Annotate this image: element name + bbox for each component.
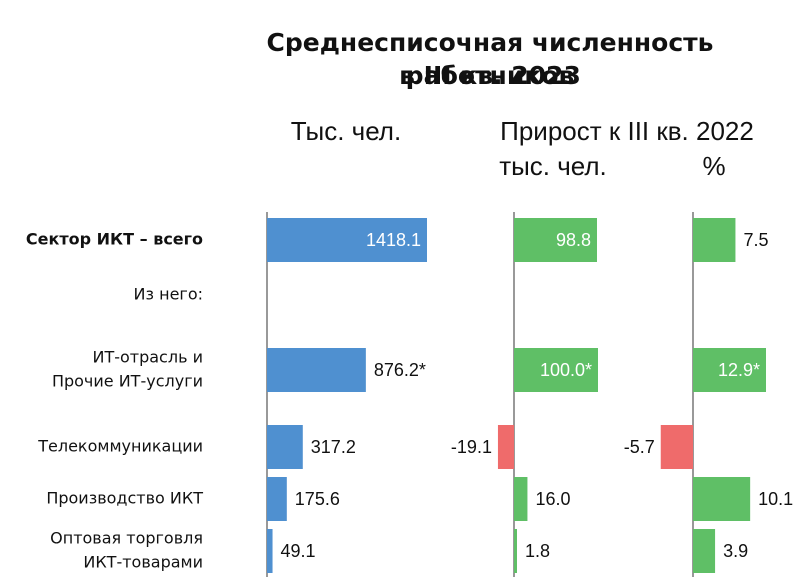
header-growth: Прирост к III кв. 2022	[500, 116, 754, 146]
category-label: Из него:	[134, 285, 203, 304]
data-label: 98.8	[556, 230, 591, 250]
data-label: 1418.1	[366, 230, 421, 250]
category-label: Оптовая торговля	[50, 529, 203, 548]
bar-series1	[267, 425, 303, 469]
header-growth-pct: %	[702, 151, 726, 181]
bar-series1	[267, 529, 273, 573]
bar-series2	[497, 425, 514, 469]
category-label: ИКТ-товарами	[83, 553, 203, 572]
bar-series1	[267, 218, 427, 262]
data-label: 16.0	[535, 489, 570, 509]
bar-series3	[693, 529, 716, 573]
bar-series2	[514, 477, 528, 521]
chart-title-line2: в III кв. 2023	[399, 61, 581, 90]
bar-series2	[514, 529, 517, 573]
category-label: ИТ-отрасль и	[92, 348, 203, 367]
data-label: 10.1	[758, 489, 793, 509]
data-label: -5.7	[624, 437, 655, 457]
bar-series3	[693, 477, 751, 521]
bar-series1	[267, 477, 287, 521]
data-label: 175.6	[295, 489, 340, 509]
category-label: Сектор ИКТ – всего	[26, 230, 203, 249]
data-label: -19.1	[451, 437, 492, 457]
chart-title-line1: Среднесписочная численность работников	[266, 28, 714, 90]
category-label: Производство ИКТ	[46, 489, 203, 508]
data-label: 100.0*	[540, 360, 592, 380]
category-label: Телекоммуникации	[37, 437, 203, 456]
category-label: Прочие ИТ-услуги	[52, 372, 203, 391]
header-total: Тыс. чел.	[290, 116, 402, 146]
data-label: 1.8	[525, 541, 550, 561]
data-label: 7.5	[743, 230, 768, 250]
data-label: 3.9	[723, 541, 748, 561]
bar-series3	[660, 425, 693, 469]
data-label: 12.9*	[718, 360, 760, 380]
bar-series3	[693, 218, 736, 262]
header-growth-abs: тыс. чел.	[499, 151, 607, 181]
bar-series3	[693, 348, 766, 392]
bar-series2	[514, 218, 597, 262]
bar-series1	[267, 348, 366, 392]
data-label: 49.1	[281, 541, 316, 561]
bar-series2	[514, 348, 598, 392]
data-label: 876.2*	[374, 360, 426, 380]
data-label: 317.2	[311, 437, 356, 457]
